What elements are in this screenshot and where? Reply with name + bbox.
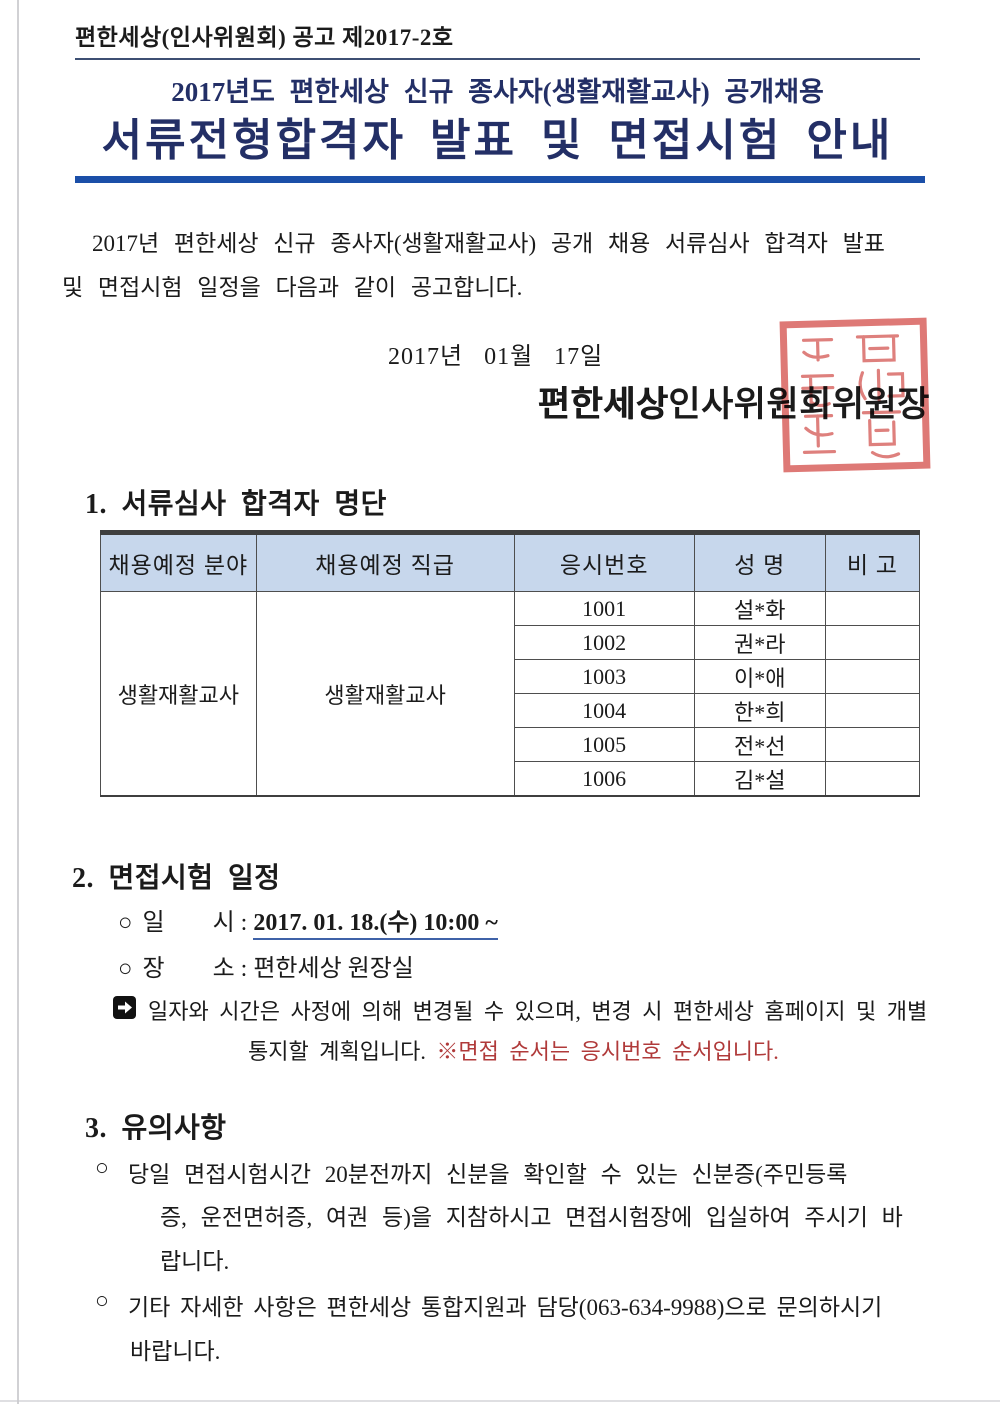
datetime-value: 2017. 01. 18.(수) 10:00 ~ — [253, 910, 498, 940]
col-header-grade: 채용예정 직급 — [255, 532, 515, 592]
section1-heading: 1. 서류심사 합격자 명단 — [85, 489, 387, 520]
place-label: 장 소 : — [142, 956, 254, 982]
arrow-right-icon — [113, 996, 136, 1019]
applicant-number-cell: 1002 — [513, 625, 695, 660]
signer-title: 인사위원회위원장 — [668, 385, 930, 424]
note-cell — [824, 727, 921, 762]
note-cell — [824, 659, 921, 694]
note-black-part: 통지할 계획입니다. — [248, 1039, 437, 1064]
interview-datetime-row: ○ 일 시 : 2017. 01. 18.(수) 10:00 ~ — [118, 902, 498, 940]
table-row: 1002 권*라 — [101, 625, 921, 660]
table-row: 생활재활교사 생활재활교사 1001 설*화 — [100, 591, 921, 797]
circle-bullet: ○ — [118, 956, 133, 982]
intro-paragraph-line1: 2017년 편한세상 신규 종사자(생활재활교사) 공개 채용 서류심사 합격자… — [92, 231, 885, 256]
note-red-part: ※면접 순서는 응시번호 순서입니다. — [436, 1039, 779, 1064]
schedule-note-line1: 일자와 시간은 사정에 의해 변경될 수 있으며, 변경 시 편한세상 홈페이지… — [148, 999, 928, 1024]
caution-item1-line2: 증, 운전면허증, 여권 등)을 지참하시고 면접시험장에 입실하여 주시기 바 — [160, 1205, 903, 1230]
signer-org: 편한세상 — [537, 385, 669, 424]
applicant-name-cell: 권*라 — [693, 625, 826, 660]
applicant-name-cell: 김*설 — [693, 761, 826, 797]
applicant-name-cell: 전*선 — [693, 727, 826, 762]
applicant-name-cell: 한*희 — [693, 693, 826, 728]
circle-bullet: ○ — [95, 1288, 109, 1313]
grade-cell: 생활재활교사 — [255, 591, 515, 797]
header-divider-thin — [75, 58, 920, 60]
table-header-row: 채용예정 분야 채용예정 직급 응시번호 성 명 비 고 — [100, 532, 921, 592]
schedule-note-line2: 통지할 계획입니다. ※면접 순서는 응시번호 순서입니다. — [248, 1034, 779, 1066]
circle-bullet: ○ — [118, 910, 133, 936]
notice-number: 편한세상(인사위원회) 공고 제2017-2호 — [75, 25, 454, 50]
caution-item2-line1: 기타 자세한 사항은 편한세상 통합지원과 담당(063-634-9988)으로… — [128, 1295, 883, 1320]
col-header-name: 성 명 — [693, 532, 826, 592]
field-cell: 생활재활교사 — [100, 591, 257, 797]
caution-item1-line1: 당일 면접시험시간 20분전까지 신분을 확인할 수 있는 신분증(주민등록 — [128, 1162, 848, 1187]
note-cell — [824, 761, 921, 797]
applicant-name-cell: 이*애 — [693, 659, 826, 694]
section2-heading: 2. 면접시험 일정 — [72, 863, 281, 894]
note-cell — [824, 591, 921, 626]
caution-item2-line2: 바랍니다. — [130, 1339, 221, 1364]
note-cell — [824, 625, 921, 660]
section3-heading: 3. 유의사항 — [85, 1113, 227, 1144]
caution-item1-line3: 랍니다. — [160, 1249, 230, 1274]
applicant-number-cell: 1006 — [513, 761, 695, 797]
table-row: 1004 한*희 — [101, 693, 921, 728]
document-title: 서류전형합격자 발표 및 면접시험 안내 — [101, 116, 894, 165]
col-header-number: 응시번호 — [513, 532, 695, 592]
place-value: 편한세상 원장실 — [253, 956, 414, 982]
col-header-field: 채용예정 분야 — [100, 532, 257, 592]
signature-line: 편한세상인사위원회위원장 — [480, 376, 930, 427]
scan-edge-left — [17, 0, 19, 1404]
applicant-name-cell: 설*화 — [693, 591, 826, 626]
document-subtitle: 2017년도 편한세상 신규 종사자(생활재활교사) 공개채용 — [171, 77, 824, 107]
scan-edge-bottom — [0, 1400, 1000, 1402]
datetime-label: 일 시 : — [142, 910, 254, 936]
table-row: 1006 김*설 — [101, 761, 921, 797]
interview-place-row: ○ 장 소 : 편한세상 원장실 — [118, 948, 414, 983]
applicant-number-cell: 1001 — [513, 591, 695, 626]
official-seal-stamp — [779, 317, 931, 473]
applicant-number-cell: 1003 — [513, 659, 695, 694]
col-header-note: 비 고 — [824, 532, 921, 592]
announcement-date: 2017년 01월 17일 — [388, 344, 604, 370]
title-divider-thick — [75, 176, 925, 183]
applicant-number-cell: 1005 — [513, 727, 695, 762]
note-cell — [824, 693, 921, 728]
intro-paragraph-line2: 및 면접시험 일정을 다음과 같이 공고합니다. — [62, 275, 523, 300]
pass-list-table: 채용예정 분야 채용예정 직급 응시번호 성 명 비 고 생활재활교사 생활재활… — [100, 530, 921, 797]
table-row: 1005 전*선 — [101, 727, 921, 762]
applicant-number-cell: 1004 — [513, 693, 695, 728]
circle-bullet: ○ — [95, 1155, 109, 1180]
